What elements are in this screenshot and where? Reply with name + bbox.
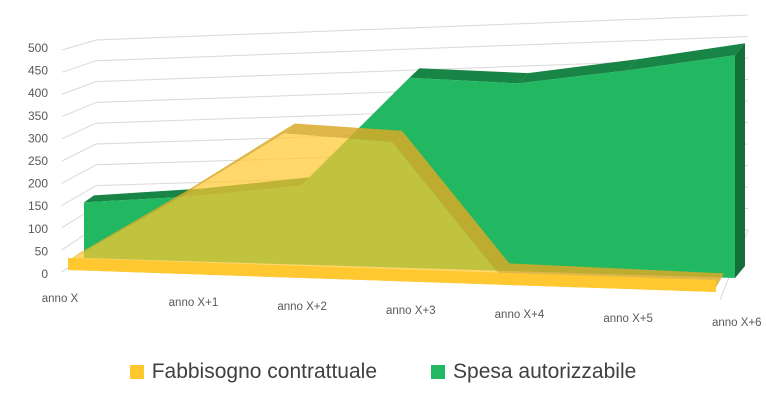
y-tick-label: 300 [28, 131, 48, 145]
gridline-side [61, 81, 97, 95]
series-spesa-ribbon [84, 188, 203, 203]
legend-item-fabbisogno: Fabbisogno contrattuale [129, 360, 378, 384]
y-tick-label: 450 [28, 64, 48, 78]
series-fabbisogno-base [68, 258, 716, 292]
series-fabbisogno-face [68, 133, 716, 292]
x-tick-label: anno X+3 [386, 305, 436, 317]
gridline-side [61, 164, 97, 184]
series-spesa-cap [735, 43, 745, 278]
x-tick-label: anno X [42, 293, 79, 305]
series-spesa-ribbon [626, 43, 745, 71]
x-tick-label: anno X+5 [603, 313, 653, 325]
y-tick-label: 200 [28, 177, 48, 191]
y-tick-label: 500 [28, 41, 48, 55]
series-layer [68, 43, 745, 292]
series-fabbisogno-ribbon [68, 190, 188, 261]
series-fabbisogno [68, 123, 724, 292]
series-spesa-ribbon [409, 68, 528, 84]
y-tick-label: 250 [28, 154, 48, 168]
y-tick-label: 50 [35, 244, 49, 258]
legend-swatch-fabbisogno [129, 365, 144, 379]
legend: Fabbisogno contrattuale Spesa autorizzab… [0, 352, 766, 392]
series-fabbisogno-ribbon [392, 130, 510, 276]
gridline-side [61, 122, 97, 140]
gridline-back [95, 36, 749, 62]
gridline-side [61, 60, 97, 73]
series-spesa-ribbon [518, 59, 637, 84]
legend-swatch-spesa [431, 365, 446, 379]
gridline-side [61, 101, 97, 118]
series-fabbisogno-ribbon [176, 123, 295, 200]
y-tick-label: 100 [28, 222, 48, 236]
series-fabbisogno-ribbon [284, 123, 402, 142]
y-axis-ticks: 0 50 100 150 200 250 300 350 400 450 500 [28, 41, 48, 281]
gridline-back [95, 14, 749, 41]
y-tick-label: 150 [28, 199, 48, 213]
y-tick-label: 400 [28, 86, 48, 100]
legend-label-spesa: Spesa autorizzabile [453, 360, 637, 383]
x-tick-label: anno X+6 [712, 317, 762, 329]
x-axis-ticks: anno X anno X+1 anno X+2 anno X+3 anno X+4 an… [42, 293, 762, 329]
x-tick-label: anno X+4 [495, 309, 545, 321]
y-tick-label: 350 [28, 109, 48, 123]
gridline-side [61, 185, 97, 206]
y-tick-label: 0 [41, 267, 48, 281]
legend-label-fabbisogno: Fabbisogno contrattuale [151, 360, 378, 383]
x-tick-label: anno X+2 [277, 301, 327, 313]
gridline-side [61, 143, 97, 162]
x-tick-label: anno X+1 [169, 297, 219, 309]
gridline-side [61, 39, 97, 51]
legend-item-spesa: Spesa autorizzabile [431, 360, 636, 384]
